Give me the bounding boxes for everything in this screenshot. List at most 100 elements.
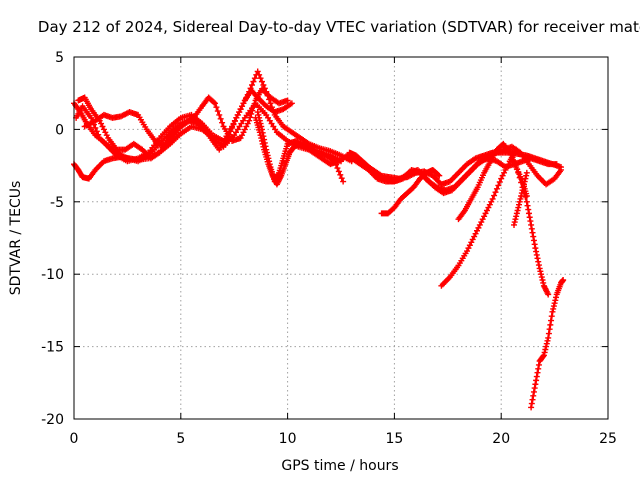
data-point [511,221,518,228]
plot-frame [73,56,609,420]
data-point [251,100,258,107]
data-point [531,385,538,392]
data-point [545,330,552,337]
series-arc-14 [506,146,552,298]
x-tick-label: 5 [176,431,185,447]
data-point [527,218,534,225]
data-point [515,204,522,211]
data-point [529,229,536,236]
data-point [523,198,530,205]
data-point [247,114,254,121]
data-point [520,181,527,188]
data-point [540,352,547,359]
data-point [533,377,540,384]
data-point [529,396,536,403]
data-point [268,104,275,111]
data-point [335,168,342,175]
data-point [513,210,520,217]
data-point [528,221,535,228]
series-arc-7 [252,114,347,188]
series-arc-11 [378,166,443,217]
data-point [550,305,557,312]
data-point [540,279,547,286]
data-point [260,143,267,150]
data-point [545,334,552,341]
data-point [553,161,560,168]
data-point [530,233,537,240]
chart-title: Day 212 of 2024, Sidereal Day-to-day VTE… [38,18,640,36]
data-point [538,274,545,281]
x-tick-label: 0 [70,431,79,447]
data-point [496,179,503,186]
data-point [534,255,541,262]
data-point [546,326,553,333]
data-point [258,123,265,130]
data-point [493,185,500,192]
data-point [552,297,559,304]
data-point [528,404,535,411]
data-point [338,175,345,182]
grid [74,57,608,419]
data-point [216,111,223,118]
data-point [513,146,520,153]
data-point [210,99,217,106]
data-point [525,210,532,217]
data-point [533,373,540,380]
data-point [259,140,266,147]
y-tick-label: 0 [55,122,64,138]
data-point [548,313,555,320]
data-point [528,225,535,232]
data-point [214,108,221,115]
data-point [506,146,513,153]
x-tick-label: 20 [492,431,510,447]
data-point [211,100,218,107]
data-point [518,190,525,197]
data-point [536,265,543,272]
data-point [250,104,257,111]
data-point [533,248,540,255]
data-point [337,171,344,178]
data-point [550,303,557,310]
data-point [247,85,254,92]
data-point [246,117,253,124]
y-tick-label: -10 [41,267,64,283]
data-point [203,126,210,133]
data-point [512,216,519,223]
data-point [270,108,277,115]
x-tick-label: 25 [599,431,617,447]
data-point [558,166,565,173]
data-point [256,71,263,78]
data-point [535,258,542,265]
data-point [543,340,550,347]
y-tick-label: -15 [41,340,64,356]
data-point [334,165,341,172]
data-point [284,97,291,104]
data-point [547,321,554,328]
data-point [551,300,558,307]
series-arc-5 [81,109,210,150]
data-point [260,81,267,88]
data-point [537,268,544,275]
data-point [517,195,524,202]
data-point [548,317,555,324]
data-point [88,114,95,121]
data-point [544,337,551,344]
data-point [525,206,532,213]
data-point [535,262,542,269]
data-point [553,294,560,301]
data-point [288,100,295,107]
data-point [533,251,540,258]
data-point [248,110,255,117]
data-point [213,104,220,111]
data-point [542,346,549,353]
data-point [538,271,545,278]
data-point [513,213,520,220]
data-point [519,187,526,194]
data-point [535,365,542,372]
data-point [511,219,518,226]
data-point [251,75,258,82]
data-point [217,115,224,122]
data-point [489,195,496,202]
data-point [521,178,528,185]
y-tick-label: -20 [41,412,64,428]
